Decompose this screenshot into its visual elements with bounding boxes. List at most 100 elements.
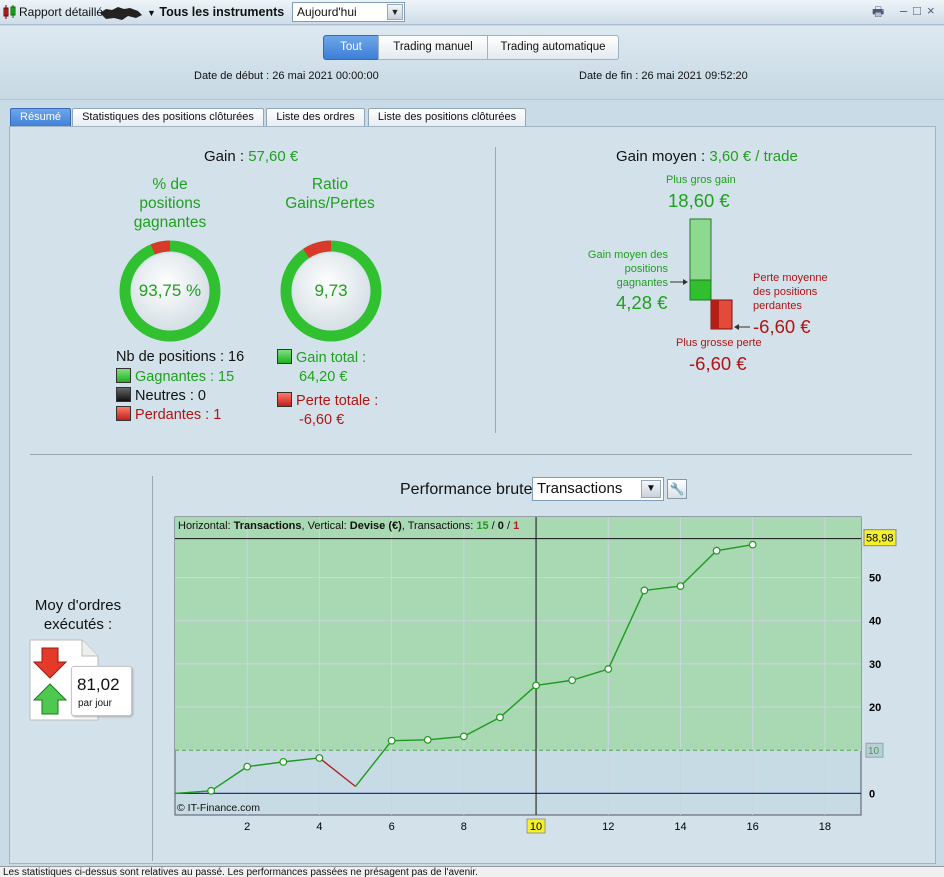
y-tick-label: 40 xyxy=(869,616,881,628)
candlestick-icon xyxy=(3,5,16,19)
performance-label: Performance brute xyxy=(400,481,533,498)
series-segment xyxy=(354,740,393,787)
gain-label: Gain : xyxy=(204,148,245,165)
filter-auto-button[interactable]: Trading automatique xyxy=(487,35,619,60)
ratio-title: Ratio Gains/Pertes xyxy=(270,175,390,213)
left-divider xyxy=(152,476,153,861)
series-segment xyxy=(283,757,320,763)
crosshair-y-label-box xyxy=(863,529,897,547)
series-segment xyxy=(716,543,753,552)
close-icon[interactable]: × xyxy=(927,3,935,18)
biggest-gain-label: Plus gros gain xyxy=(666,174,736,186)
instruments-label: Tous les instruments xyxy=(159,5,285,19)
data-point[interactable] xyxy=(243,762,252,771)
instruments-dropdown[interactable]: ▼ Tous les instruments xyxy=(147,5,284,19)
ratio-ring xyxy=(280,240,382,342)
minimize-icon[interactable]: – xyxy=(900,3,908,18)
neutral-count: Neutres : 0 xyxy=(116,387,206,404)
y-tick-label: 50 xyxy=(869,572,881,584)
avg-loss-label-line: perdantes xyxy=(753,300,802,312)
gain-value: 57,60 € xyxy=(248,148,299,165)
ratio-center xyxy=(293,253,369,329)
profit-zone xyxy=(175,517,861,751)
end-date: Date de fin : 26 mai 2021 09:52:20 xyxy=(579,70,748,82)
loss-total-value: -6,60 € xyxy=(299,412,345,428)
series-segment xyxy=(679,550,718,587)
wrench-icon[interactable]: 🔧 xyxy=(667,479,687,499)
report-label[interactable]: Rapport détaillé xyxy=(19,5,104,19)
orders-value-box: 81,02 par jour xyxy=(71,666,132,716)
filter-all-button[interactable]: Tout xyxy=(323,35,379,60)
data-point[interactable] xyxy=(604,665,613,673)
biggest-loss-bar xyxy=(711,300,719,329)
orders-title-line: exécutés : xyxy=(43,616,113,633)
ratio-red-arc xyxy=(303,240,332,259)
section-divider xyxy=(495,147,496,433)
red-swatch xyxy=(116,406,131,421)
avg-loss-label-line: Perte moyenne xyxy=(753,272,828,284)
losing-label: Perdantes : 1 xyxy=(135,407,222,423)
data-point[interactable] xyxy=(207,786,216,795)
chevron-down-icon[interactable]: ▼ xyxy=(641,480,661,498)
data-point[interactable] xyxy=(748,540,757,549)
chevron-down-icon: ▼ xyxy=(147,8,156,18)
pct-value: 93,75 % xyxy=(138,281,202,300)
x-tick-label: 8 xyxy=(461,821,467,833)
y-tick-label: 30 xyxy=(869,659,881,671)
threshold-label-box xyxy=(865,742,884,758)
neutral-label: Neutres : 0 xyxy=(135,388,206,404)
ratio-title-line: Ratio xyxy=(311,176,349,193)
series-segment xyxy=(644,585,681,592)
tab-orders[interactable]: Liste des ordres xyxy=(266,108,365,127)
crosshair-x-label-box xyxy=(526,818,546,834)
performance-select[interactable]: Transactions ▼ xyxy=(532,477,664,501)
data-point[interactable] xyxy=(387,736,396,745)
pct-title-line: gagnantes xyxy=(133,214,207,231)
gain-total-value: 64,20 € xyxy=(299,369,348,385)
biggest-loss-value: -6,60 € xyxy=(689,353,747,374)
chart-info-text: Horizontal: Transactions, Vertical: Devi… xyxy=(178,520,519,532)
loss-total: Perte totale : -6,60 € xyxy=(277,392,378,430)
winning-count: Gagnantes : 15 xyxy=(116,368,234,385)
series-segment xyxy=(427,735,464,741)
print-icon[interactable]: 🖶 xyxy=(872,4,885,19)
pct-center xyxy=(132,253,208,329)
period-select[interactable]: Aujourd'hui ▼ xyxy=(292,2,405,22)
series-segment xyxy=(391,739,428,742)
data-point[interactable] xyxy=(712,546,721,555)
data-point[interactable] xyxy=(640,586,649,595)
title-bar: Rapport détaillé ▼ Tous les instruments … xyxy=(0,0,944,25)
red-swatch xyxy=(277,392,292,407)
avg-loss-value: -6,60 € xyxy=(753,316,811,337)
data-point[interactable] xyxy=(676,582,685,591)
gain-header: Gain : 57,60 € xyxy=(204,148,298,165)
avg-loss-label-line: des positions xyxy=(753,286,818,298)
data-point[interactable] xyxy=(459,732,468,741)
x-tick-label: 4 xyxy=(316,821,322,833)
data-point[interactable] xyxy=(279,757,288,766)
pct-title: % de positions gagnantes xyxy=(110,175,230,232)
maximize-icon[interactable]: □ xyxy=(913,3,921,18)
data-point[interactable] xyxy=(423,735,432,744)
biggest-loss-label: Plus grosse perte xyxy=(676,337,762,349)
tab-closed-positions[interactable]: Liste des positions clôturées xyxy=(368,108,526,127)
data-point[interactable] xyxy=(496,713,504,722)
ratio-value: 9,73 xyxy=(314,281,348,300)
avg-win-label-line: Gain moyen des xyxy=(587,249,668,261)
ratio-title-line: Gains/Pertes xyxy=(285,195,375,212)
losing-count: Perdantes : 1 xyxy=(116,406,221,423)
avg-gain-value: 3,60 € / trade xyxy=(709,148,798,165)
data-point[interactable] xyxy=(568,676,577,685)
nb-positions: Nb de positions : 16 xyxy=(116,349,245,365)
data-point[interactable] xyxy=(532,681,540,690)
tab-closed-stats[interactable]: Statistiques des positions clôturées xyxy=(72,108,264,127)
x-tick-label: 12 xyxy=(602,821,614,833)
start-date: Date de début : 26 mai 2021 00:00:00 xyxy=(194,70,379,82)
chevron-down-icon[interactable]: ▼ xyxy=(387,4,403,20)
orders-unit: par jour xyxy=(78,698,112,709)
tab-summary[interactable]: Résumé xyxy=(10,108,71,127)
series-segment xyxy=(499,684,537,718)
data-point[interactable] xyxy=(315,754,324,762)
threshold-label: 10 xyxy=(868,746,880,757)
filter-manual-button[interactable]: Trading manuel xyxy=(378,35,488,60)
